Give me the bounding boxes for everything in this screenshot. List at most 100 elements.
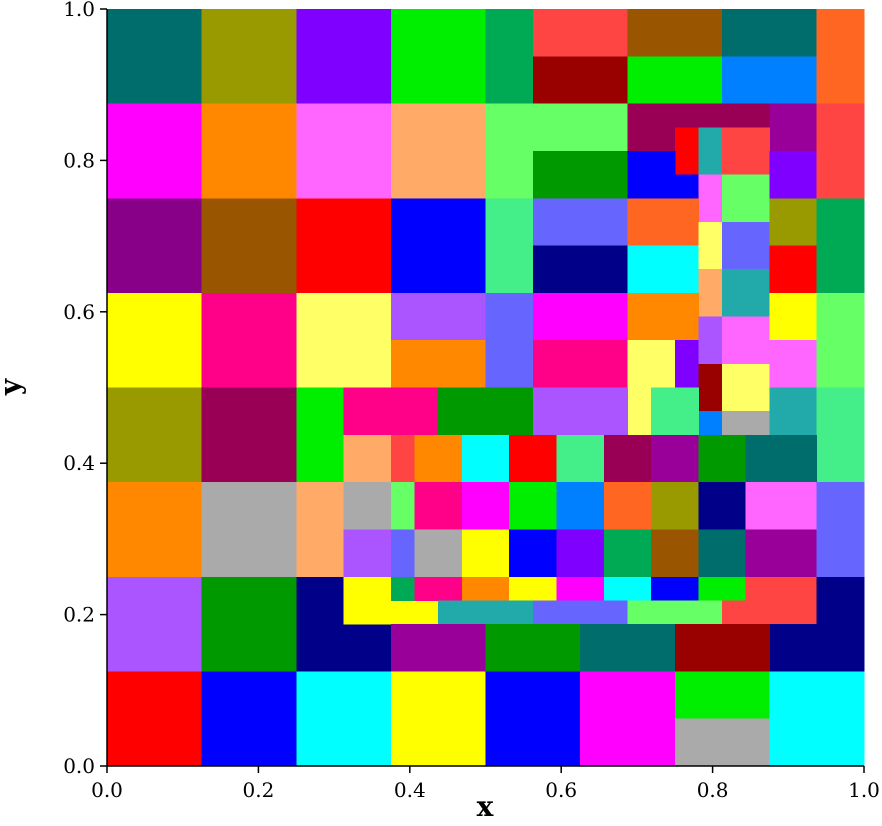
cell <box>769 624 865 672</box>
x-axis-label: x <box>477 790 494 823</box>
cell <box>745 482 818 530</box>
cell <box>698 529 747 578</box>
cell <box>603 434 652 483</box>
cell <box>698 482 747 530</box>
cell <box>745 434 818 483</box>
cell <box>201 671 297 767</box>
cell <box>296 9 392 105</box>
cell-layer <box>107 9 865 767</box>
cell <box>674 127 699 176</box>
cell <box>627 150 676 199</box>
cell <box>390 671 486 767</box>
cell <box>722 411 770 436</box>
y-tick-label: 0.0 <box>63 754 95 778</box>
cell <box>816 198 865 294</box>
cell <box>201 482 297 578</box>
cell <box>390 103 486 199</box>
cell <box>296 482 345 578</box>
cell <box>485 671 581 767</box>
cell <box>816 387 865 483</box>
cell <box>769 103 818 152</box>
cell <box>414 482 463 530</box>
cell <box>343 482 392 530</box>
cell <box>627 245 699 294</box>
y-tick-label: 0.2 <box>63 603 95 627</box>
cell <box>532 340 628 388</box>
cell <box>201 292 297 388</box>
cell <box>107 576 203 672</box>
cell <box>698 221 723 270</box>
cell <box>603 576 652 601</box>
y-axis-label: y <box>0 378 27 396</box>
cell <box>296 671 392 767</box>
cell <box>769 340 818 388</box>
cell <box>651 340 676 388</box>
cell <box>745 576 818 601</box>
cell <box>556 529 605 578</box>
cell <box>769 387 818 436</box>
cell <box>674 624 770 672</box>
cell <box>532 198 628 247</box>
cell <box>769 150 818 199</box>
cell <box>201 198 297 294</box>
cell <box>461 529 510 578</box>
cell <box>532 103 628 152</box>
cell <box>674 718 770 767</box>
cell <box>107 292 203 388</box>
cell <box>698 434 747 483</box>
cell <box>296 103 392 199</box>
cell <box>532 600 628 625</box>
cell <box>722 363 770 412</box>
cell <box>698 127 723 176</box>
cell <box>627 292 699 341</box>
cell <box>107 9 203 105</box>
cell <box>627 600 723 625</box>
cell <box>201 576 297 672</box>
cell <box>769 198 818 247</box>
cell <box>580 624 676 672</box>
cell <box>627 9 723 57</box>
cell <box>390 624 486 672</box>
cell <box>201 103 297 199</box>
cell <box>769 671 865 767</box>
cell <box>674 340 699 388</box>
cell <box>461 434 510 483</box>
cell <box>698 316 723 365</box>
cell <box>296 387 345 483</box>
cell <box>816 292 865 388</box>
cell <box>674 671 770 720</box>
cell <box>509 576 557 601</box>
cell <box>816 103 865 199</box>
cell <box>485 292 534 388</box>
cell <box>698 576 747 601</box>
cell <box>556 482 605 530</box>
y-tick-label: 0.6 <box>63 300 95 324</box>
cell <box>107 103 203 199</box>
cell <box>627 103 770 128</box>
cell <box>722 269 770 318</box>
cell <box>107 482 203 578</box>
cell <box>816 482 865 578</box>
cell <box>485 624 581 672</box>
x-tick-label: 0.6 <box>545 778 577 802</box>
cell <box>390 529 416 578</box>
cell <box>343 600 439 625</box>
cell <box>390 9 486 105</box>
cell <box>296 198 392 294</box>
cell <box>556 434 605 483</box>
x-tick-label: 0.4 <box>394 778 426 802</box>
cell <box>816 9 865 105</box>
cell <box>698 174 723 223</box>
cell <box>769 292 818 341</box>
cell <box>580 671 676 767</box>
cell <box>438 387 534 436</box>
cell <box>343 434 392 483</box>
cell <box>816 576 865 625</box>
cell <box>390 198 486 294</box>
cell <box>201 9 297 105</box>
y-tick-label: 1.0 <box>63 0 95 21</box>
cell <box>107 671 203 767</box>
cell <box>745 529 818 578</box>
cell <box>722 600 818 625</box>
